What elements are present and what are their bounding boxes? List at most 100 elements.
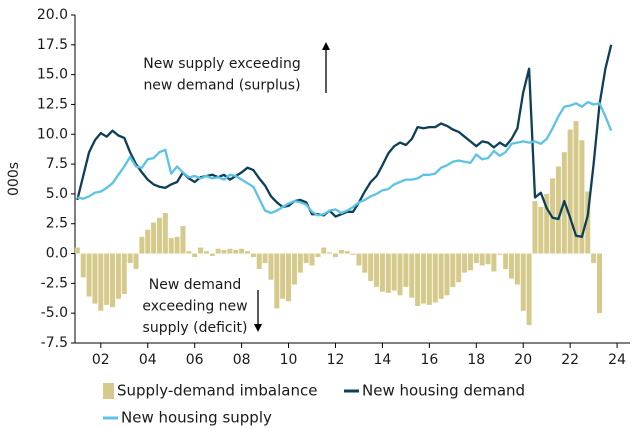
bar [327, 252, 333, 254]
legend-label: New housing demand [362, 382, 525, 400]
x-tick-label: 22 [561, 352, 579, 368]
bar [280, 253, 286, 299]
bar [444, 253, 450, 296]
bar [420, 253, 426, 304]
bar [145, 229, 151, 254]
bar [385, 253, 391, 293]
bar [432, 253, 438, 303]
bar [567, 129, 573, 254]
bar [262, 253, 268, 264]
y-tick-label: 17.5 [37, 37, 68, 53]
legend-swatch [103, 383, 114, 399]
y-tick-label: -5.0 [41, 305, 68, 321]
bar [456, 253, 462, 283]
y-tick-label: -2.5 [41, 275, 68, 291]
bar [514, 253, 520, 285]
bar [239, 248, 245, 254]
bar [532, 201, 538, 254]
x-tick-label: 08 [233, 352, 251, 368]
line [77, 100, 613, 217]
bar [115, 253, 121, 299]
bar [503, 253, 509, 270]
bar [127, 253, 133, 264]
y-tick-label: 10.0 [37, 126, 68, 142]
line [76, 44, 613, 238]
x-tick-label: 24 [608, 352, 626, 368]
bar [215, 248, 221, 254]
bar [121, 253, 127, 295]
bar [162, 212, 168, 254]
bar [139, 236, 145, 254]
bar [309, 253, 315, 266]
annotation: New demand [149, 277, 241, 293]
bar [573, 121, 579, 254]
bar [227, 248, 233, 254]
bar [591, 253, 597, 264]
y-tick-label: 5.0 [46, 186, 68, 202]
bar [338, 249, 344, 254]
x-tick-label: 18 [467, 352, 485, 368]
bar [485, 253, 491, 265]
bar [415, 253, 421, 307]
bar [332, 253, 338, 258]
bar [426, 253, 432, 305]
bar [291, 253, 297, 285]
bar [497, 253, 503, 255]
annotation: New supply exceeding [143, 56, 300, 72]
bar [479, 253, 485, 266]
y-axis-label: 000s [6, 162, 22, 196]
x-tick-label: 06 [186, 352, 204, 368]
y-tick-label: 15.0 [37, 67, 68, 83]
bar [104, 253, 110, 305]
bar [92, 253, 98, 304]
bar [110, 253, 116, 308]
bar [74, 247, 80, 254]
bar [233, 249, 239, 254]
bar [397, 253, 403, 296]
bar [221, 249, 227, 254]
bar [156, 217, 162, 254]
x-tick-label: 14 [374, 352, 392, 368]
annotation: supply (deficit) [143, 320, 248, 336]
bar [450, 253, 456, 287]
bar [403, 253, 409, 287]
bar [315, 253, 321, 258]
bar [520, 253, 526, 311]
bar [409, 253, 415, 298]
bar [286, 253, 292, 302]
bar [151, 222, 157, 254]
bar [268, 253, 274, 280]
bar [209, 253, 215, 256]
y-tick-label: 0.0 [46, 246, 68, 262]
x-tick-label: 20 [514, 352, 532, 368]
bar [174, 236, 180, 254]
bar [473, 253, 479, 264]
bar [544, 193, 550, 254]
bar [180, 226, 186, 254]
bar [80, 253, 86, 278]
bar [374, 253, 380, 287]
bar [250, 253, 256, 258]
bar [526, 253, 532, 326]
y-tick-label: 7.5 [46, 156, 68, 172]
bar [462, 253, 468, 273]
x-tick-label: 02 [92, 352, 110, 368]
y-tick-label: -7.5 [41, 335, 68, 351]
bar [203, 251, 209, 254]
bar [379, 253, 385, 292]
legend-label: New housing supply [121, 409, 272, 427]
y-tick-label: 12.5 [37, 96, 68, 112]
bar [321, 247, 327, 254]
bar [350, 253, 356, 255]
bar [438, 253, 444, 299]
bar [198, 247, 204, 254]
bar [362, 253, 368, 273]
annotation: exceeding new [142, 299, 247, 315]
x-tick-label: 04 [139, 352, 157, 368]
bar [538, 207, 544, 254]
bar [368, 253, 374, 281]
bar [186, 251, 192, 254]
bar [297, 253, 303, 273]
y-tick-label: 2.5 [46, 216, 68, 232]
